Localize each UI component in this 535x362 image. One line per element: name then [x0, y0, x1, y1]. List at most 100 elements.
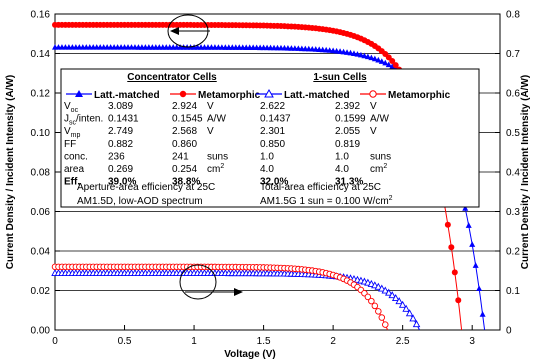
- legend-label: Metamorphic: [198, 90, 261, 101]
- y-right-tick-label: 0.2: [506, 247, 520, 258]
- unit-one-sun: cm2: [370, 163, 387, 175]
- unit-conc: A/W: [207, 114, 226, 125]
- y-left-tick-label: 0.16: [31, 10, 51, 21]
- y-right-tick-label: 0.5: [506, 128, 520, 139]
- series-layer: [51, 21, 486, 331]
- unit-one-sun: V: [370, 101, 377, 112]
- data-point: [375, 56, 382, 63]
- y-right-tick-label: 0.6: [506, 89, 520, 100]
- legend-item-metamorphic-sun: Metamorphic: [360, 90, 451, 101]
- cell-c2: 38.8%: [172, 177, 200, 188]
- data-point: [347, 49, 354, 56]
- data-point: [344, 49, 351, 55]
- cell-c4: 4.0: [335, 164, 349, 175]
- y-left-tick-label: 0.02: [31, 286, 51, 297]
- data-point: [412, 320, 421, 328]
- data-point: [375, 308, 382, 315]
- cell-c1: 3.089: [108, 101, 133, 112]
- data-point: [381, 286, 390, 294]
- data-point: [479, 311, 486, 317]
- y-right-tick-label: 0.4: [506, 168, 520, 179]
- y-right-tick-label: 0.8: [506, 10, 520, 21]
- y-left-tick-label: 0.04: [31, 247, 51, 258]
- table-row: Voc 3.089 2.924 2.622 2.392 V V: [64, 101, 377, 114]
- legend-item-metamorphic-conc: Metamorphic: [170, 90, 261, 101]
- data-point: [389, 58, 396, 65]
- arrow-left-head: [170, 27, 179, 35]
- table-row: FF 0.882 0.860 0.850 0.819: [64, 139, 360, 150]
- data-point: [371, 281, 379, 289]
- row-label: area: [64, 164, 84, 175]
- x-tick-label: 1.5: [257, 336, 271, 347]
- cell-c2: 0.860: [172, 139, 197, 150]
- cell-c2: 241: [172, 151, 189, 162]
- cell-c4: 1.0: [335, 151, 349, 162]
- y-left-tick-label: 0.14: [31, 49, 51, 60]
- cell-c1: 0.882: [108, 139, 133, 150]
- y-left-tick-label: 0.00: [31, 326, 51, 337]
- cell-c1: 0.269: [108, 164, 133, 175]
- cell-c3: 32.0%: [260, 177, 288, 188]
- data-point: [384, 288, 393, 296]
- table-row: Eff. 39.0% 38.8% 32.0% 31.3%: [64, 177, 363, 188]
- series-latt-matched-right: [51, 268, 421, 331]
- data-point: [364, 293, 372, 301]
- data-point: [402, 304, 410, 312]
- data-point: [448, 244, 455, 251]
- data-point: [357, 51, 364, 58]
- indicator-ellipse-lower: [179, 264, 217, 300]
- cell-c4: 0.1599: [335, 114, 366, 125]
- left-axis-indicator: [167, 14, 210, 48]
- row-label: FF: [64, 139, 76, 150]
- cell-c2: 0.1545: [172, 114, 203, 125]
- unit-one-sun: V: [370, 126, 377, 137]
- data-point: [451, 269, 458, 276]
- cell-c4: 2.392: [335, 101, 360, 112]
- cell-c2: 0.254: [172, 164, 197, 175]
- note-one-sun-spectrum-sup: 2: [389, 195, 393, 202]
- data-point: [368, 54, 375, 61]
- data-point: [378, 284, 386, 292]
- y-axis-left-label: Current Density / Incident Intensity (A/…: [5, 75, 16, 269]
- row-label: Jsc/inten.: [64, 114, 103, 127]
- series-metamorphic-right: [51, 263, 389, 331]
- cell-c2: 2.924: [172, 101, 197, 112]
- data-point: [476, 285, 483, 292]
- data-point: [391, 293, 400, 301]
- cell-c1: 0.1431: [108, 114, 139, 125]
- note-one-sun-spectrum-text: AM1.5G 1 sun = 0.100 W/cm: [260, 196, 389, 207]
- data-point: [405, 309, 414, 317]
- data-point: [368, 297, 375, 305]
- row-label: Eff.: [64, 177, 80, 188]
- data-point: [382, 59, 389, 66]
- table-row: conc. 236 241 1.0 1.0 suns suns: [64, 151, 391, 162]
- row-label: Voc: [64, 101, 79, 114]
- legend-label: Metamorphic: [388, 90, 451, 101]
- data-point: [469, 241, 476, 247]
- data-point: [378, 314, 386, 321]
- data-point: [398, 300, 407, 308]
- y-right-tick-label: 0.1: [506, 286, 520, 297]
- y-left-tick-label: 0.08: [31, 168, 51, 179]
- cell-c3: 0.850: [260, 139, 285, 150]
- data-point: [378, 58, 385, 64]
- table-row: area 0.269 0.254 4.0 4.0 cm2 cm2: [64, 163, 387, 175]
- legend-item-latt-matched-conc: Latt.-matched: [66, 90, 160, 101]
- x-tick-label: 0.5: [118, 336, 132, 347]
- unit-one-sun: suns: [370, 151, 391, 162]
- y-left-tick-label: 0.12: [31, 89, 51, 100]
- y-axis-right-label: Current Density / Incident Intensity (A/…: [520, 75, 531, 269]
- cell-c3: 4.0: [260, 164, 274, 175]
- data-point: [455, 297, 462, 304]
- data-point: [409, 314, 417, 322]
- data-point: [462, 205, 469, 211]
- x-tick-label: 2: [330, 336, 336, 347]
- unit-conc: cm2: [207, 163, 224, 175]
- cell-c3: 2.301: [260, 126, 285, 137]
- axes: 0.000.020.040.060.080.100.120.140.1600.1…: [31, 10, 521, 348]
- data-point: [354, 51, 361, 57]
- table-rows: Voc 3.089 2.924 2.622 2.392 V V Jsc/inten. 0.143…: [64, 101, 391, 188]
- cell-c3: 1.0: [260, 151, 274, 162]
- data-point: [371, 55, 378, 62]
- concentrator-header: Concentrator Cells: [127, 72, 217, 83]
